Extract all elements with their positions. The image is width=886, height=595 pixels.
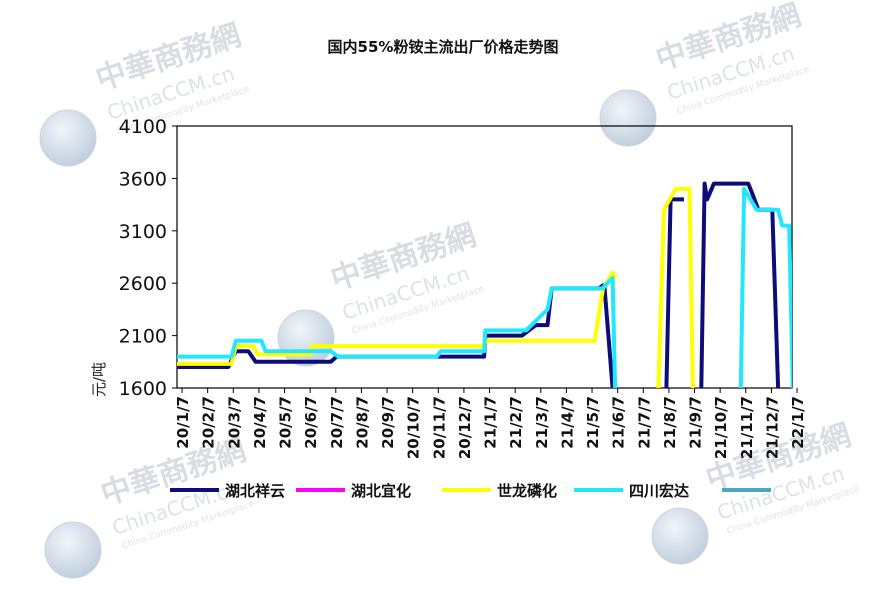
y-tick-label: 3600 [119, 168, 167, 190]
x-tick-label: 20/2/7 [200, 396, 218, 449]
x-tick-label: 21/5/7 [584, 396, 602, 449]
x-tick-label: 20/6/7 [302, 396, 320, 449]
x-tick-label: 20/4/7 [251, 396, 269, 449]
x-tick-label: 21/9/7 [687, 396, 705, 449]
x-tick-label: 21/3/7 [533, 396, 551, 449]
globe-icon [44, 521, 102, 579]
series-lines [177, 181, 792, 388]
series-line-1 [664, 197, 684, 388]
x-tick-label: 21/7/7 [635, 396, 653, 449]
x-tick-label: 20/1/7 [174, 396, 192, 449]
globe-icon [599, 89, 657, 147]
y-tick-label: 2600 [119, 273, 167, 295]
x-tick-label: 20/11/7 [430, 396, 448, 459]
x-tick-label: 21/6/7 [610, 396, 628, 449]
x-tick-label: 20/9/7 [379, 396, 397, 449]
x-tick-label: 21/1/7 [482, 396, 500, 449]
x-tick-label: 21/10/7 [712, 396, 730, 459]
legend-label: 湖北宜化 [351, 482, 411, 500]
y-tick-label: 2100 [119, 326, 167, 348]
x-tick-label: 22/1/7 [789, 396, 807, 449]
chart-title: 国内55%粉铵主流出厂价格走势图 [328, 38, 559, 56]
plot-frame [176, 125, 793, 389]
globe-icon [39, 109, 97, 167]
x-tick-label: 20/10/7 [405, 396, 423, 459]
x-tick-label: 21/4/7 [558, 396, 576, 449]
y-tick-label: 4100 [119, 116, 167, 138]
series-line-4 [177, 276, 618, 388]
series-line-4 [738, 186, 792, 388]
x-tick-label: 20/3/7 [225, 396, 243, 449]
legend-label: 四川宏达 [629, 482, 689, 500]
legend-label: 湖北祥云 [225, 482, 285, 500]
x-tick-label: 21/2/7 [507, 396, 525, 449]
y-tick-label: 3100 [119, 221, 167, 243]
x-tick-label: 21/12/7 [763, 396, 781, 459]
series-line-3 [656, 186, 695, 388]
x-tick-label: 20/7/7 [328, 396, 346, 449]
legend-label: 世龙磷化 [497, 482, 557, 500]
x-tick-label: 20/8/7 [353, 396, 371, 449]
globe-icon [651, 507, 709, 565]
x-axis-ticks: 20/1/7 20/2/7 20/3/7 20/4/7 20/5/7 20/6/7 20/7… [174, 388, 807, 459]
x-tick-label: 20/12/7 [456, 396, 474, 459]
y-tick-label: 1600 [119, 378, 167, 400]
globe-icon [277, 309, 335, 367]
x-tick-label: 21/11/7 [738, 396, 756, 459]
y-axis-label: 元/吨 [90, 362, 108, 397]
x-tick-label: 20/5/7 [277, 396, 295, 449]
y-axis-ticks: 1600 2100 2600 3100 3600 4100 [119, 116, 177, 400]
legend: 湖北祥云 湖北宜化 世龙磷化 四川宏达 [170, 482, 771, 500]
x-tick-label: 21/8/7 [661, 396, 679, 449]
